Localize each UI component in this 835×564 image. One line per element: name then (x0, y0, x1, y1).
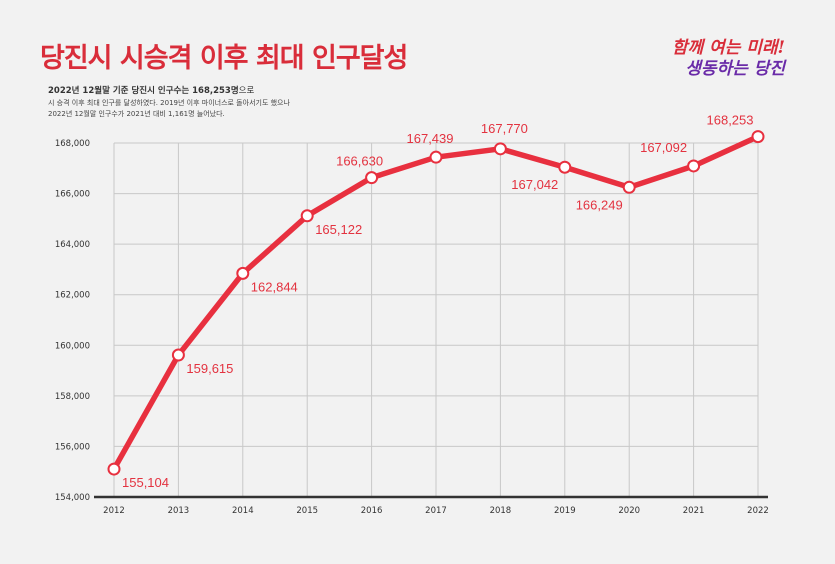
x-tick-label: 2021 (683, 506, 705, 516)
data-label: 168,253 (707, 113, 754, 128)
y-tick-label: 156,000 (55, 442, 90, 452)
y-tick-label: 154,000 (55, 493, 90, 503)
data-label: 155,104 (122, 475, 169, 490)
x-tick-label: 2012 (103, 506, 125, 516)
x-tick-label: 2018 (490, 506, 512, 516)
y-tick-label: 162,000 (55, 291, 90, 301)
data-point (429, 150, 443, 164)
data-point (171, 348, 185, 362)
data-point (365, 171, 379, 185)
data-label: 167,439 (407, 131, 454, 146)
y-tick-label: 164,000 (55, 240, 90, 250)
data-point (622, 180, 636, 194)
data-point (300, 209, 314, 223)
description-line-3: 2022년 12월말 인구수가 2021년 대비 1,161명 늘어났다. (48, 110, 225, 118)
data-point (107, 462, 121, 476)
data-label: 166,630 (336, 154, 383, 169)
description-tail: 으로 (238, 86, 255, 96)
y-tick-label: 166,000 (55, 190, 90, 200)
x-tick-label: 2022 (747, 506, 769, 516)
data-point (687, 159, 701, 173)
x-tick-label: 2013 (168, 506, 190, 516)
description-line-1: 2022년 12월말 기준 당진시 인구수는 168,253명으로 (48, 84, 468, 96)
x-tick-label: 2014 (232, 506, 254, 516)
description-highlight: 2022년 12월말 기준 당진시 인구수는 168,253명 (48, 86, 239, 96)
x-tick-label: 2020 (618, 506, 640, 516)
slogan: 함께 여는 미래! 생동하는 당진 (672, 38, 785, 81)
y-tick-label: 158,000 (55, 392, 90, 402)
data-label: 167,092 (640, 140, 687, 155)
y-tick-label: 168,000 (55, 139, 90, 149)
slogan-line-1: 함께 여는 미래! (671, 38, 785, 58)
x-tick-label: 2017 (425, 506, 447, 516)
data-point (236, 266, 250, 280)
data-point (558, 160, 572, 174)
description: 2022년 12월말 기준 당진시 인구수는 168,253명으로 시 승격 이… (48, 84, 468, 120)
x-tick-label: 2015 (296, 506, 318, 516)
data-label: 166,249 (576, 197, 623, 212)
slogan-line-2: 생동하는 당진 (685, 59, 785, 80)
data-label: 167,042 (511, 177, 558, 192)
data-label: 162,844 (251, 279, 298, 294)
chart-title: 당진시 시승격 이후 최대 인구달성 (40, 43, 408, 74)
data-point (493, 142, 507, 156)
x-tick-label: 2016 (361, 506, 383, 516)
y-tick-label: 160,000 (55, 341, 90, 351)
data-label: 159,615 (186, 361, 233, 376)
data-point (751, 130, 765, 144)
x-tick-label: 2019 (554, 506, 576, 516)
data-label: 167,770 (481, 121, 528, 136)
description-line-2: 시 승격 이후 최대 인구를 달성하였다. 2019년 이후 마이너스로 돌아서… (48, 99, 290, 107)
data-label: 165,122 (315, 222, 362, 237)
